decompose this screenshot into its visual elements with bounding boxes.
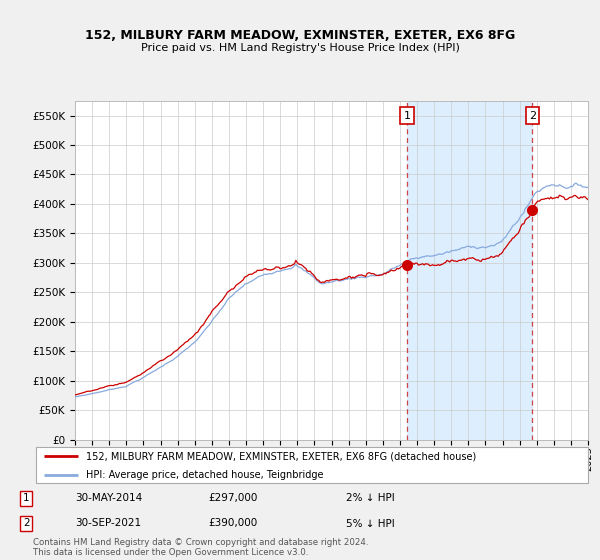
Bar <box>407 101 532 440</box>
FancyBboxPatch shape <box>36 447 588 483</box>
Text: 30-SEP-2021: 30-SEP-2021 <box>76 519 142 529</box>
Text: 152, MILBURY FARM MEADOW, EXMINSTER, EXETER, EX6 8FG: 152, MILBURY FARM MEADOW, EXMINSTER, EXE… <box>85 29 515 42</box>
Text: HPI: Average price, detached house, Teignbridge: HPI: Average price, detached house, Teig… <box>86 470 323 479</box>
Text: 1: 1 <box>23 493 30 503</box>
Text: 2% ↓ HPI: 2% ↓ HPI <box>346 493 395 503</box>
Text: 1: 1 <box>403 110 410 120</box>
Text: Price paid vs. HM Land Registry's House Price Index (HPI): Price paid vs. HM Land Registry's House … <box>140 43 460 53</box>
Text: 2: 2 <box>529 110 536 120</box>
Text: 2: 2 <box>23 519 30 529</box>
Text: 5% ↓ HPI: 5% ↓ HPI <box>346 519 395 529</box>
Text: Contains HM Land Registry data © Crown copyright and database right 2024.
This d: Contains HM Land Registry data © Crown c… <box>33 538 368 557</box>
Text: 152, MILBURY FARM MEADOW, EXMINSTER, EXETER, EX6 8FG (detached house): 152, MILBURY FARM MEADOW, EXMINSTER, EXE… <box>86 451 476 461</box>
Text: £390,000: £390,000 <box>208 519 257 529</box>
Text: 30-MAY-2014: 30-MAY-2014 <box>76 493 143 503</box>
Text: £297,000: £297,000 <box>208 493 257 503</box>
